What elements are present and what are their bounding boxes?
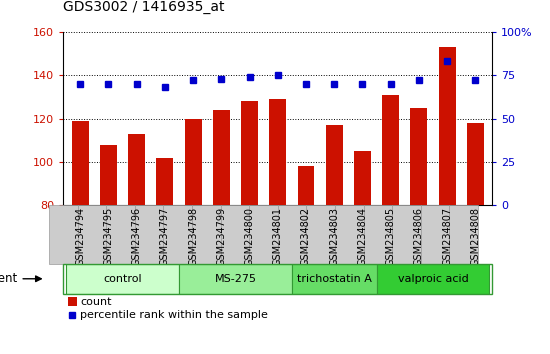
Text: GSM234799: GSM234799 [216, 207, 226, 266]
Text: count: count [80, 297, 112, 307]
Text: trichostatin A: trichostatin A [297, 274, 372, 284]
Bar [213, 110, 230, 205]
Bar [221, 205, 249, 264]
Bar [467, 123, 484, 205]
Bar [249, 205, 278, 264]
Bar [382, 95, 399, 205]
Bar [78, 205, 106, 264]
Bar [364, 205, 392, 264]
Text: GSM234803: GSM234803 [329, 207, 339, 266]
Text: control: control [103, 274, 142, 284]
Text: GDS3002 / 1416935_at: GDS3002 / 1416935_at [63, 0, 225, 14]
Text: GSM234795: GSM234795 [103, 207, 113, 266]
Bar [100, 144, 117, 205]
Bar [410, 108, 427, 205]
Text: MS-275: MS-275 [214, 274, 256, 284]
Bar [72, 121, 89, 205]
Text: valproic acid: valproic acid [398, 274, 469, 284]
Text: GSM234801: GSM234801 [273, 207, 283, 266]
Text: GSM234798: GSM234798 [188, 207, 198, 266]
Bar [68, 297, 77, 307]
Bar [49, 205, 78, 264]
Bar [156, 158, 173, 205]
Bar [438, 47, 455, 205]
Bar [306, 205, 335, 264]
Bar [326, 125, 343, 205]
Text: GSM234807: GSM234807 [442, 207, 452, 266]
Bar [292, 264, 377, 294]
Bar [298, 166, 315, 205]
Text: agent: agent [0, 272, 18, 285]
Text: GSM234797: GSM234797 [160, 207, 170, 266]
Text: GSM234800: GSM234800 [245, 207, 255, 266]
Text: GSM234802: GSM234802 [301, 207, 311, 266]
Text: percentile rank within the sample: percentile rank within the sample [80, 310, 268, 320]
Bar [377, 264, 490, 294]
Text: GSM234796: GSM234796 [131, 207, 142, 266]
Bar [163, 205, 192, 264]
Bar [179, 264, 292, 294]
Bar [63, 264, 492, 294]
Bar [128, 134, 145, 205]
Text: GSM234794: GSM234794 [75, 207, 85, 266]
Text: GSM234808: GSM234808 [470, 207, 480, 266]
Text: GSM234806: GSM234806 [414, 207, 424, 266]
Bar [335, 205, 364, 264]
Bar [278, 205, 306, 264]
Bar [270, 99, 286, 205]
Bar [66, 264, 179, 294]
Bar [185, 119, 201, 205]
Bar [354, 151, 371, 205]
Bar [192, 205, 221, 264]
Bar [392, 205, 421, 264]
Text: GSM234804: GSM234804 [358, 207, 367, 266]
Bar [449, 205, 478, 264]
Bar [106, 205, 135, 264]
Text: GSM234805: GSM234805 [386, 207, 395, 266]
Bar [421, 205, 449, 264]
Bar [241, 101, 258, 205]
Bar [135, 205, 163, 264]
